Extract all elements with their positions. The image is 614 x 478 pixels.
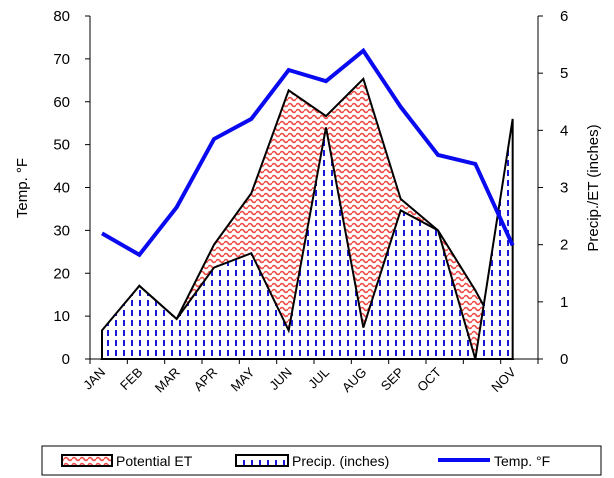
x-category-label: AUG	[339, 365, 370, 396]
x-category-label: JAN	[80, 365, 108, 393]
legend-label-potential-et: Potential ET	[116, 453, 193, 469]
left-tick-label: 10	[53, 308, 70, 325]
left-tick-label: 50	[53, 137, 70, 154]
right-tick-label: 1	[560, 294, 568, 311]
right-tick-label: 2	[560, 237, 568, 254]
left-tick-label: 0	[62, 351, 70, 368]
left-tick-label: 80	[53, 8, 70, 25]
right-tick-label: 4	[560, 122, 568, 139]
right-tick-label: 3	[560, 180, 568, 197]
right-tick-label: 6	[560, 8, 568, 25]
x-category-label: JUL	[305, 365, 332, 392]
left-tick-label: 60	[53, 94, 70, 111]
line-temp	[101, 47, 515, 258]
left-tick-label: 70	[53, 51, 70, 68]
plot-area	[100, 47, 515, 360]
legend-swatch-potential-et	[61, 454, 113, 467]
x-category-label: OCT	[414, 364, 444, 394]
x-category-label: NOV	[488, 364, 519, 395]
right-tick-label: 5	[560, 65, 568, 82]
x-category-label: SEP	[378, 365, 407, 394]
x-category-label: JUN	[266, 365, 294, 393]
legend-box	[41, 445, 602, 476]
area-precip	[101, 118, 514, 360]
left-axis-title: Temp. °F	[14, 158, 31, 218]
x-category-label: FEB	[117, 365, 145, 393]
legend-label-temp: Temp. °F	[494, 453, 550, 469]
x-category-label: MAY	[228, 364, 258, 394]
left-tick-label: 20	[53, 265, 70, 282]
left-tick-label: 40	[53, 180, 70, 197]
x-category-label: MAR	[152, 365, 183, 396]
right-tick-label: 0	[560, 351, 568, 368]
legend: Potential ET Precip. (inches) Temp. °F	[41, 445, 602, 476]
legend-label-precip: Precip. (inches)	[292, 453, 389, 469]
x-category-label: APR	[191, 365, 221, 395]
right-axis-title: Precip./ET (inches)	[585, 124, 602, 251]
legend-swatch-precip	[235, 454, 289, 467]
left-tick-label: 30	[53, 222, 70, 239]
